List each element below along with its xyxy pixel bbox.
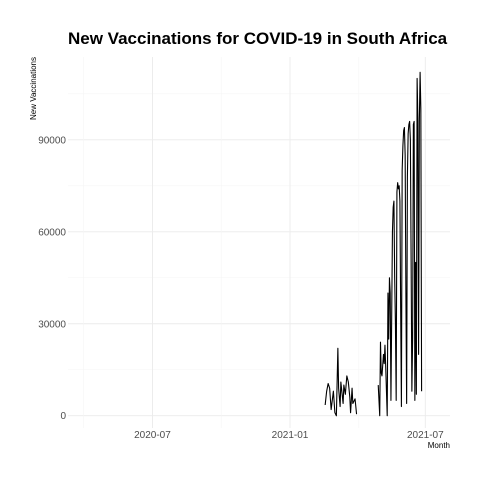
x-axis-ticks: 2020-07 2021-01 2021-07: [134, 430, 444, 441]
y-tick-label: 90000: [38, 135, 66, 146]
series-line-segment: [324, 347, 358, 417]
chart-title: New Vaccinations for COVID-19 in South A…: [68, 29, 448, 48]
y-tick-label: 0: [60, 411, 66, 422]
x-axis-label: Month: [428, 441, 450, 450]
x-tick-label: 2021-07: [407, 430, 444, 441]
y-tick-label: 60000: [38, 227, 66, 238]
x-tick-label: 2021-01: [272, 430, 309, 441]
series-line: [324, 71, 423, 417]
y-axis-ticks: 0 30000 60000 90000: [38, 135, 66, 422]
y-tick-label: 30000: [38, 319, 66, 330]
x-tick-label: 2020-07: [134, 430, 171, 441]
series-line-segment: [377, 71, 423, 417]
grid: [68, 57, 450, 428]
y-axis-label: New Vaccinations: [29, 57, 38, 120]
